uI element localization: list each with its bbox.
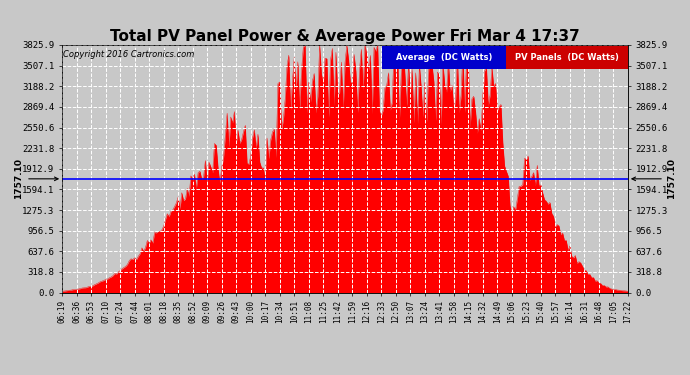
Text: 1757.10: 1757.10 <box>632 158 676 200</box>
Text: Average  (DC Watts): Average (DC Watts) <box>396 53 492 62</box>
Text: 1757.10: 1757.10 <box>14 158 58 200</box>
FancyBboxPatch shape <box>382 46 506 69</box>
Title: Total PV Panel Power & Average Power Fri Mar 4 17:37: Total PV Panel Power & Average Power Fri… <box>110 29 580 44</box>
Text: PV Panels  (DC Watts): PV Panels (DC Watts) <box>515 53 619 62</box>
FancyBboxPatch shape <box>506 46 628 69</box>
Text: Copyright 2016 Cartronics.com: Copyright 2016 Cartronics.com <box>63 50 195 59</box>
